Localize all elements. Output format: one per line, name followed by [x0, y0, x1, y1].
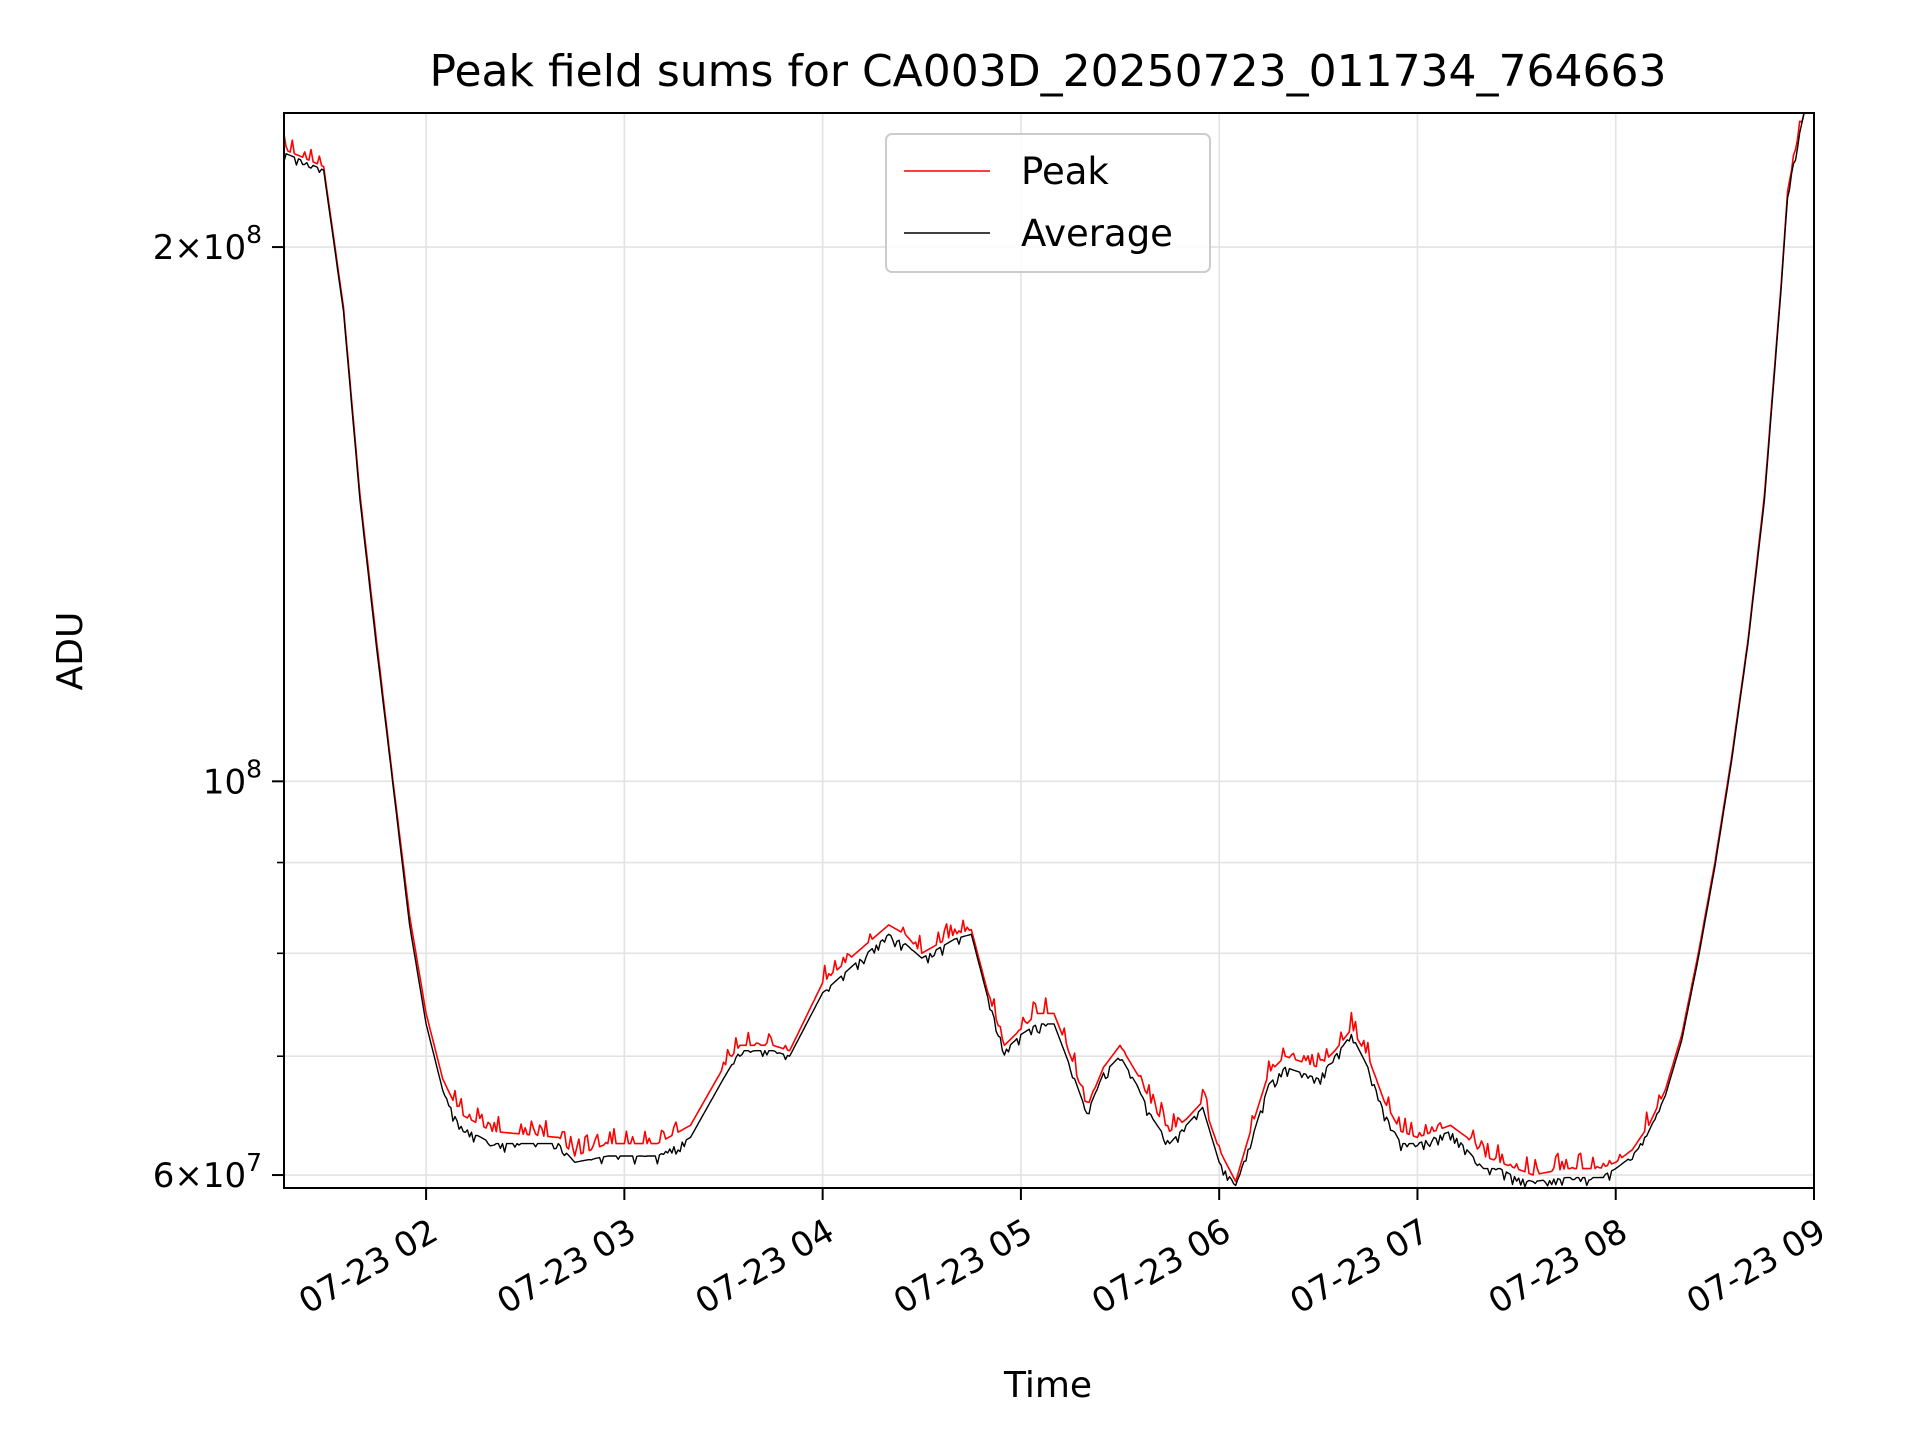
y-tick-label: 108 — [203, 754, 262, 802]
legend-box — [885, 133, 1211, 273]
series-line-peak — [284, 113, 1805, 1183]
plot-frame — [283, 112, 1815, 1189]
legend-label-peak: Peak — [1021, 150, 1109, 193]
x-axis-label: Time — [1003, 1365, 1092, 1406]
y-tick-label: 6×107 — [153, 1148, 262, 1196]
series-line-average — [284, 113, 1805, 1188]
y-tick-label-exponent: 8 — [246, 220, 262, 249]
y-tick-label-base: 6×10 — [153, 1156, 246, 1196]
y-tick-label-base: 10 — [203, 762, 246, 802]
y-tick-label: 2×108 — [153, 220, 262, 268]
y-tick-label-base: 2×10 — [153, 228, 246, 268]
series-lines — [284, 113, 1805, 1188]
y-axis-label: ADU — [50, 612, 91, 691]
y-tick-label-exponent: 7 — [246, 1148, 262, 1177]
legend: Peak Average — [885, 133, 1211, 273]
y-tick-label-exponent: 8 — [246, 754, 262, 783]
legend-label-average: Average — [1021, 212, 1173, 255]
chart-title: Peak field sums for CA003D_20250723_0117… — [429, 46, 1666, 97]
